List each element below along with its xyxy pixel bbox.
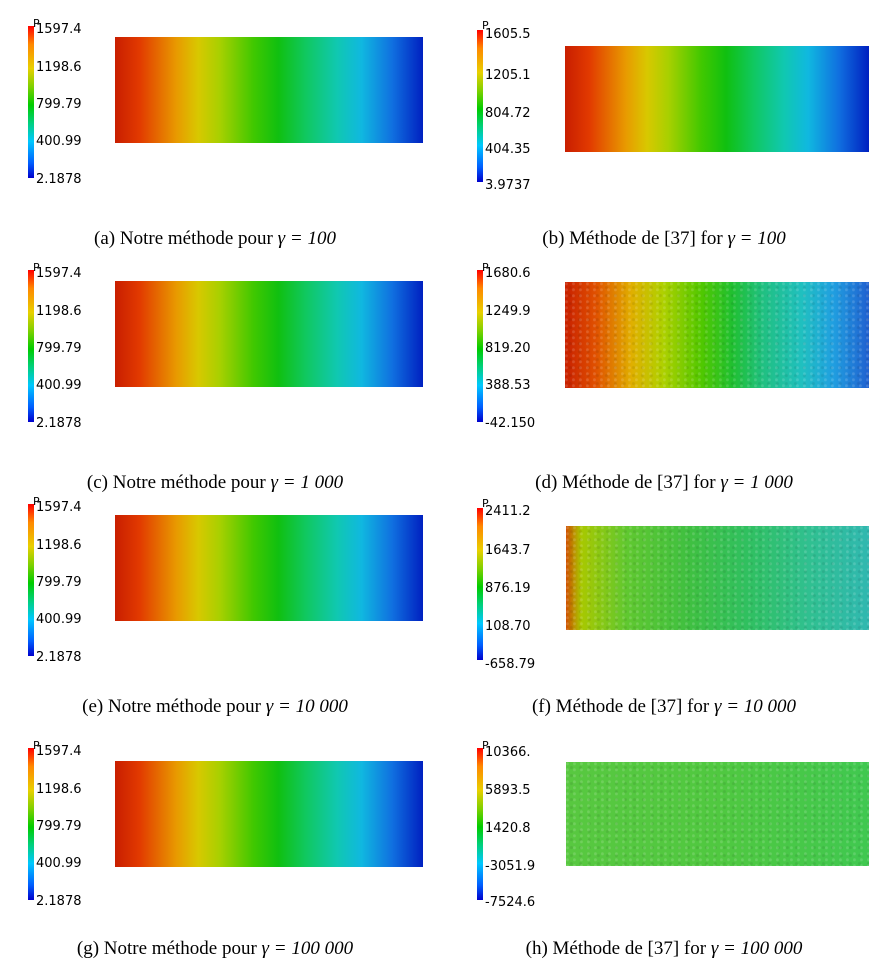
pressure-field-plot (115, 37, 423, 143)
colorbar-tick: 1597.4 (36, 744, 82, 759)
colorbar-variable-label: P (482, 739, 489, 752)
colorbar-tick: 1198.6 (36, 538, 82, 553)
subfigure-caption: (a) Notre méthode pour γ = 100 (94, 228, 336, 249)
colorbar-tick: 108.70 (485, 619, 531, 634)
subfigure-caption: (h) Méthode de [37] for γ = 100 000 (525, 938, 803, 959)
colorbar-variable-label: P (33, 261, 40, 274)
colorbar-tick: 2.1878 (36, 416, 82, 431)
colorbar-tick: -3051.9 (485, 859, 536, 874)
colorbar-tick: 876.19 (485, 581, 531, 596)
colorbar-tick: 1205.1 (485, 68, 531, 83)
colorbar-tick: 1680.6 (485, 266, 531, 281)
subfigure-caption: (c) Notre méthode pour γ = 1 000 (86, 472, 344, 493)
colorbar-tick: 404.35 (485, 142, 531, 157)
colorbar-tick: 819.20 (485, 341, 531, 356)
subfigure-caption: (d) Méthode de [37] for γ = 1 000 (535, 472, 793, 493)
colorbar-tick: -7524.6 (485, 895, 536, 910)
colorbar-variable-label: P (482, 497, 489, 510)
colorbar-tick: 2411.2 (485, 504, 531, 519)
colorbar-tick: 1198.6 (36, 60, 82, 75)
colorbar-tick: 1643.7 (485, 543, 531, 558)
colorbar-tick: 799.79 (36, 97, 82, 112)
colorbar-variable-label: P (33, 739, 40, 752)
colorbar-tick: 2.1878 (36, 172, 82, 187)
colorbar-variable-label: P (33, 495, 40, 508)
colorbar (477, 270, 483, 422)
colorbar-tick: 1597.4 (36, 500, 82, 515)
colorbar-tick: 1198.6 (36, 782, 82, 797)
subfigure-caption: (f) Méthode de [37] for γ = 10 000 (531, 696, 797, 717)
colorbar-tick: -658.79 (485, 657, 536, 672)
noise-overlay (566, 762, 869, 866)
pressure-field-plot (115, 515, 423, 621)
colorbar-tick: 1597.4 (36, 266, 82, 281)
figure-panel-f: P 2411.2 1643.7 876.19 108.70 -658.79 (f… (449, 496, 869, 734)
colorbar-tick: 1249.9 (485, 304, 531, 319)
colorbar (28, 26, 34, 178)
colorbar-tick: 3.9737 (485, 178, 531, 193)
colorbar-tick: 1420.8 (485, 821, 531, 836)
colorbar-variable-label: P (482, 261, 489, 274)
pressure-field-plot (566, 526, 869, 630)
colorbar-tick: 1597.4 (36, 22, 82, 37)
figure-panel-h: P 10366. 5893.5 1420.8 -3051.9 -7524.6 (… (449, 740, 869, 978)
colorbar (28, 504, 34, 656)
figure-panel-a: P 1597.4 1198.6 799.79 400.99 2.1878 (a)… (0, 18, 430, 256)
pressure-field-plot (566, 762, 869, 866)
colorbar-tick: 400.99 (36, 378, 82, 393)
colorbar-tick: 2.1878 (36, 894, 82, 909)
pressure-field-plot (115, 281, 423, 387)
subfigure-caption: (b) Méthode de [37] for γ = 100 (542, 228, 786, 249)
colorbar-tick: 799.79 (36, 819, 82, 834)
subfigure-caption: (g) Notre méthode pour γ = 100 000 (76, 938, 354, 959)
colorbar-tick: 5893.5 (485, 783, 531, 798)
colorbar-tick: 1605.5 (485, 27, 531, 42)
colorbar-tick: 400.99 (36, 612, 82, 627)
noise-overlay (566, 526, 869, 630)
colorbar-tick: -42.150 (485, 416, 536, 431)
colorbar-tick: 388.53 (485, 378, 531, 393)
figure-panel-c: P 1597.4 1198.6 799.79 400.99 2.1878 (c)… (0, 262, 430, 500)
noise-overlay (565, 282, 869, 388)
figure-panel-e: P 1597.4 1198.6 799.79 400.99 2.1878 (e)… (0, 496, 430, 734)
colorbar-tick: 799.79 (36, 341, 82, 356)
colorbar-tick: 2.1878 (36, 650, 82, 665)
colorbar (477, 508, 483, 660)
colorbar (28, 270, 34, 422)
colorbar-tick: 799.79 (36, 575, 82, 590)
colorbar-tick: 10366. (485, 745, 531, 760)
figure-panel-d: P 1680.6 1249.9 819.20 388.53 -42.150 (d… (449, 262, 869, 500)
colorbar-tick: 1198.6 (36, 304, 82, 319)
figure-panel-g: P 1597.4 1198.6 799.79 400.99 2.1878 (g)… (0, 740, 430, 978)
colorbar-tick: 804.72 (485, 106, 531, 121)
pressure-field-plot (565, 282, 869, 388)
figure-panel-b: P 1605.5 1205.1 804.72 404.35 3.9737 (b)… (449, 18, 869, 256)
subfigure-caption: (e) Notre méthode pour γ = 10 000 (82, 696, 348, 717)
colorbar-tick: 400.99 (36, 856, 82, 871)
colorbar-tick: 400.99 (36, 134, 82, 149)
colorbar (28, 748, 34, 900)
pressure-field-plot (115, 761, 423, 867)
pressure-field-plot (565, 46, 869, 152)
colorbar (477, 748, 483, 900)
colorbar (477, 30, 483, 182)
colorbar-variable-label: P (33, 17, 40, 30)
colorbar-variable-label: P (482, 19, 489, 32)
